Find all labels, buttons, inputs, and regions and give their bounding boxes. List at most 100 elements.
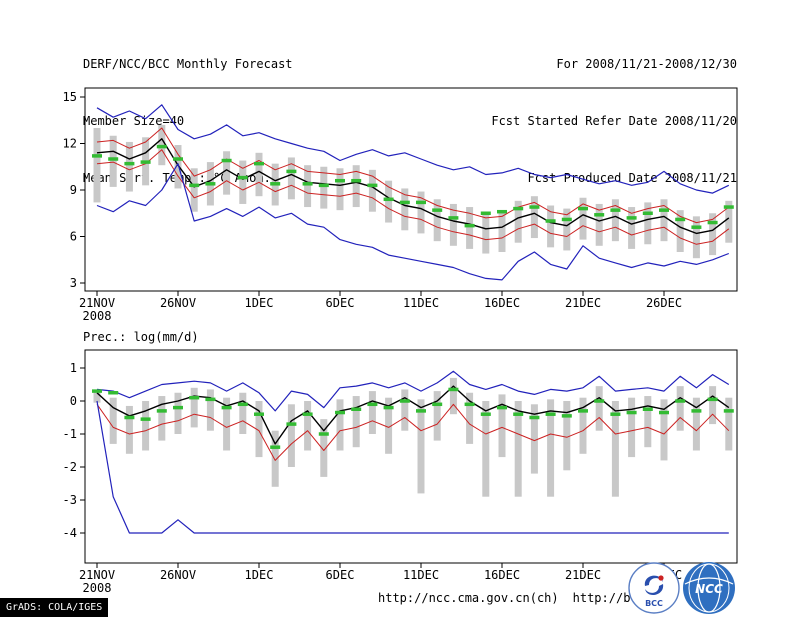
series-ensemble-min <box>96 163 730 281</box>
y-tick-label: 0 <box>70 394 77 408</box>
spread-bar <box>93 391 101 403</box>
bcc-logo: BCC <box>628 562 680 614</box>
spread-bar <box>449 203 457 246</box>
y-tick-label: 12 <box>63 137 77 151</box>
y-tick-label: -3 <box>63 493 77 507</box>
spread-bar <box>142 401 150 451</box>
spread-bar <box>644 202 652 245</box>
spread-bar <box>530 404 538 474</box>
bcc-logo-swirl-bottom <box>645 584 664 596</box>
spread-bar <box>368 391 376 434</box>
spread-bar <box>644 396 652 448</box>
spread-bar <box>352 396 360 448</box>
y-tick-label: -1 <box>63 427 77 441</box>
footer-urls: http://ncc.cma.gov.cn(ch) http://bcc.c <box>378 591 659 605</box>
ncc-url: http://ncc.cma.gov.cn(ch) <box>378 591 559 605</box>
spread-bar <box>514 401 522 497</box>
spread-bar <box>320 419 328 477</box>
x-tick-label: 21NOV <box>79 296 115 310</box>
x-tick-label: 11DEC <box>403 296 439 310</box>
ncc-logo-globe <box>683 562 735 614</box>
spread-bar <box>579 197 587 240</box>
spread-bar <box>692 216 700 259</box>
spread-bar <box>223 151 231 195</box>
x-tick-label: 6DEC <box>326 568 355 582</box>
spread-bar <box>239 392 247 434</box>
x-tick-label: 16DEC <box>484 296 520 310</box>
y-tick-label: 1 <box>70 361 77 375</box>
spread-bar <box>401 188 409 231</box>
spread-bar <box>579 397 587 454</box>
spread-bar <box>109 135 117 187</box>
ncc-logo: NCC <box>683 562 735 614</box>
x-tick-label: 21NOV <box>79 568 115 582</box>
spread-bar <box>109 397 117 444</box>
spread-bar <box>676 210 684 252</box>
spread-bar <box>336 168 344 211</box>
x-tick-sublabel: 2008 <box>83 309 112 323</box>
spread-bar <box>417 191 425 234</box>
series-spread-lower <box>96 149 730 245</box>
spread-bar <box>628 397 636 458</box>
spread-bar <box>563 401 571 471</box>
spread-bar <box>547 205 555 248</box>
series-ensemble-max <box>96 104 730 194</box>
spread-bar <box>368 169 376 212</box>
spread-bar <box>547 399 555 497</box>
spread-bar <box>190 168 198 212</box>
spread-bar <box>304 401 312 451</box>
precip-chart-title: Prec.: log(mm/d) <box>83 330 199 344</box>
spread-bar <box>125 405 133 454</box>
y-tick-label: 9 <box>70 183 77 197</box>
spread-bar <box>336 399 344 451</box>
spread-bar <box>174 145 182 189</box>
spread-bar <box>709 386 717 425</box>
y-tick-label: -2 <box>63 460 77 474</box>
bcc-logo-label: BCC <box>645 599 663 608</box>
spread-bar <box>482 401 490 497</box>
bcc-logo-dot <box>658 575 664 581</box>
spread-bar <box>255 152 263 197</box>
ncc-logo-label: NCC <box>695 582 723 596</box>
series-ensemble-max <box>96 370 730 412</box>
x-tick-label: 16DEC <box>484 568 520 582</box>
spread-bar <box>660 199 668 242</box>
spread-bar <box>206 389 214 431</box>
spread-bar <box>498 394 506 458</box>
x-tick-label: 21DEC <box>565 296 601 310</box>
spread-bar <box>433 391 441 441</box>
spread-bar <box>692 397 700 451</box>
ncc-logo-parallel <box>684 577 734 585</box>
spread-bar <box>255 401 263 458</box>
spread-bar <box>158 396 166 441</box>
spread-bar <box>676 386 684 431</box>
x-tick-label: 1DEC <box>245 296 274 310</box>
spread-bar <box>125 141 133 192</box>
spread-bar <box>352 165 360 208</box>
spread-bar <box>287 404 295 467</box>
spread-bar <box>709 213 717 256</box>
spread-bar <box>223 397 231 451</box>
spread-bar <box>530 196 538 239</box>
y-tick-label: 6 <box>70 230 77 244</box>
spread-bar <box>514 200 522 243</box>
spread-bar <box>563 208 571 251</box>
spread-bar <box>271 430 279 487</box>
spread-bar <box>595 203 603 246</box>
spread-bar <box>466 392 474 444</box>
spread-bar <box>498 210 506 252</box>
x-tick-label: 21DEC <box>565 568 601 582</box>
series-ensemble-mean <box>96 385 730 445</box>
x-tick-sublabel: 2008 <box>83 581 112 595</box>
plot-frame <box>84 349 738 564</box>
spread-bar <box>401 389 409 431</box>
series-ensemble-mean <box>96 138 730 235</box>
spread-bar <box>466 207 474 249</box>
x-tick-label: 26DEC <box>646 296 682 310</box>
spread-bar <box>660 399 668 461</box>
spread-bar <box>482 211 490 254</box>
spread-bar <box>385 180 393 223</box>
